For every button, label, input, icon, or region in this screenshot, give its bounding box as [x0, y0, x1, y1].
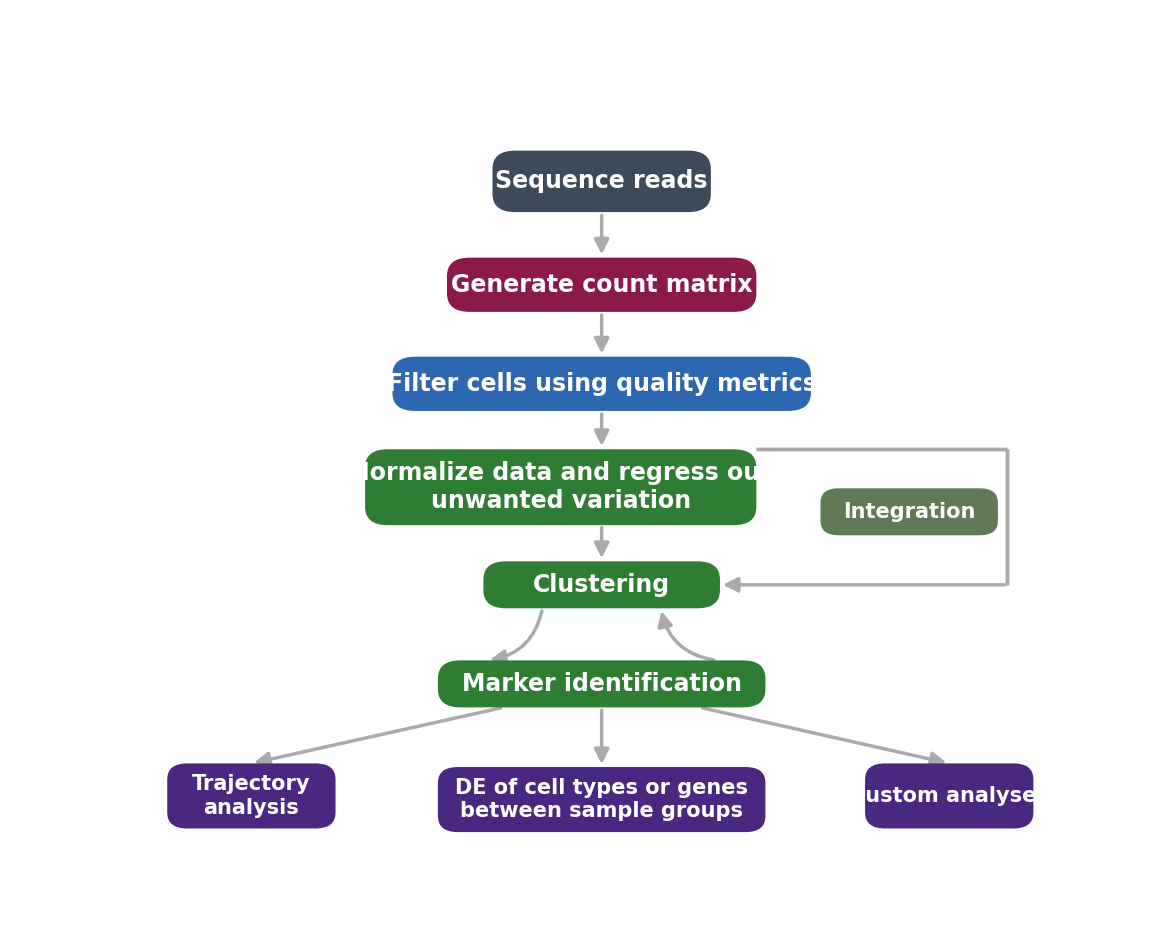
Text: Clustering: Clustering: [533, 573, 670, 597]
FancyBboxPatch shape: [167, 763, 336, 828]
FancyArrowPatch shape: [258, 708, 500, 765]
Text: Generate count matrix: Generate count matrix: [451, 272, 753, 297]
FancyBboxPatch shape: [484, 562, 720, 608]
FancyBboxPatch shape: [438, 767, 765, 832]
FancyArrowPatch shape: [660, 615, 714, 660]
FancyBboxPatch shape: [493, 150, 711, 212]
Text: Sequence reads: Sequence reads: [495, 169, 708, 193]
Text: Normalize data and regress out
unwanted variation: Normalize data and regress out unwanted …: [350, 461, 771, 513]
FancyBboxPatch shape: [365, 449, 756, 525]
FancyBboxPatch shape: [438, 660, 765, 707]
Text: Filter cells using quality metrics: Filter cells using quality metrics: [386, 372, 817, 396]
FancyBboxPatch shape: [447, 257, 756, 312]
Text: Integration: Integration: [843, 501, 976, 522]
Text: Custom analyses: Custom analyses: [850, 786, 1048, 806]
FancyArrowPatch shape: [703, 708, 943, 765]
FancyBboxPatch shape: [392, 357, 811, 411]
Text: Marker identification: Marker identification: [461, 672, 742, 696]
FancyBboxPatch shape: [821, 488, 998, 535]
FancyArrowPatch shape: [493, 611, 542, 663]
FancyBboxPatch shape: [865, 763, 1033, 828]
Text: DE of cell types or genes
between sample groups: DE of cell types or genes between sample…: [456, 777, 748, 822]
Text: Trajectory
analysis: Trajectory analysis: [193, 775, 311, 818]
